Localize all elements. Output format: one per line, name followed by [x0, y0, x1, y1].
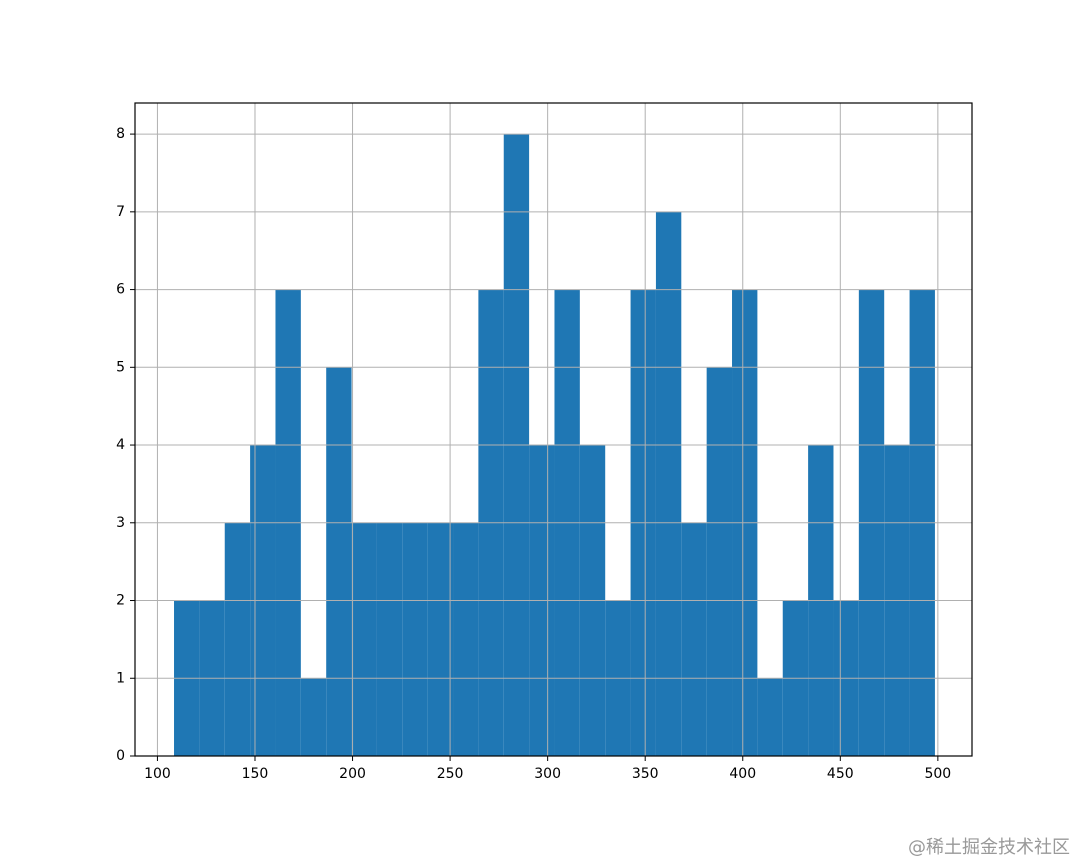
x-tick-label: 100: [144, 766, 171, 782]
y-tick-label: 7: [116, 204, 125, 220]
x-tick-label: 500: [924, 766, 951, 782]
bar: [655, 211, 682, 757]
x-tick-label: 350: [632, 766, 659, 782]
watermark: @稀土掘金技术社区: [908, 837, 1070, 858]
bar: [453, 522, 479, 756]
bar: [706, 367, 733, 756]
bar: [351, 522, 377, 756]
x-tick-label: 200: [339, 766, 366, 782]
y-tick-label: 8: [116, 126, 125, 142]
y-tick-label: 5: [116, 359, 125, 375]
bar: [757, 678, 783, 756]
y-tick-label: 4: [116, 437, 125, 453]
x-tick-label: 300: [534, 766, 561, 782]
bar: [326, 367, 352, 756]
bar: [300, 678, 327, 756]
x-tick-label: 250: [437, 766, 464, 782]
x-tick-label: 400: [729, 766, 756, 782]
x-tick-label: 450: [827, 766, 854, 782]
x-tick-label: 150: [242, 766, 269, 782]
y-tick-label: 2: [116, 593, 125, 609]
bar: [427, 522, 454, 756]
y-tick-label: 0: [116, 748, 125, 764]
y-tick-label: 6: [116, 282, 125, 298]
bar: [376, 522, 403, 756]
grid: [135, 103, 972, 757]
y-tick-label: 1: [116, 670, 125, 686]
bar: [402, 522, 428, 756]
y-tick-label: 3: [116, 515, 125, 531]
bar: [681, 522, 707, 756]
bar: [224, 522, 251, 756]
axes-frame: [134, 102, 973, 757]
